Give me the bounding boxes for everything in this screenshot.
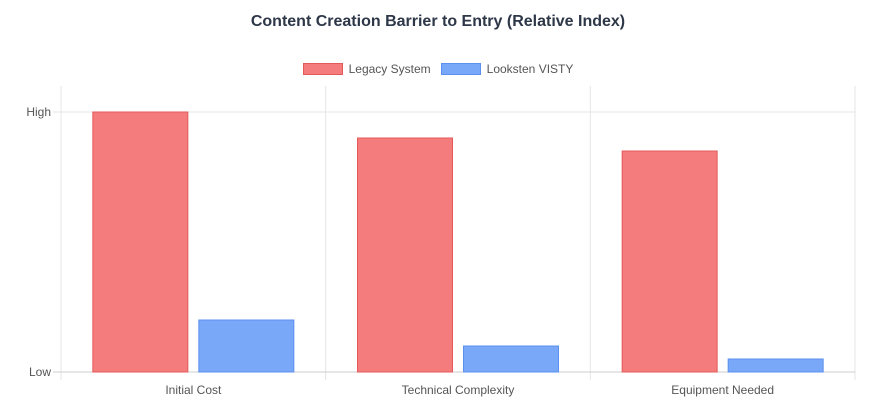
x-tick-label: Initial Cost [165,383,222,397]
bar-looksten-visty-initial-cost [198,319,295,373]
bar-legacy-system-technical-complexity [357,137,453,373]
legend-label-looksten-visty: Looksten VISTY [486,62,574,76]
legend-swatch-legacy-system [302,63,343,75]
bar-legacy-system-equipment-needed [621,150,718,373]
x-tick-label: Technical Complexity [402,383,515,397]
bar-looksten-visty-equipment-needed [727,358,824,373]
legend-item-legacy-system[interactable]: Legacy System [302,62,431,76]
x-tick-label: Equipment Needed [671,383,774,397]
legend-swatch-looksten-visty [440,63,481,75]
legend-label-legacy-system: Legacy System [348,62,431,76]
chart-legend: Legacy System Looksten VISTY [0,62,876,76]
y-tick-label: Low [29,365,51,379]
chart-title: Content Creation Barrier to Entry (Relat… [250,13,626,30]
y-tick-label: High [26,105,51,119]
bar-looksten-visty-technical-complexity [463,345,559,373]
bar-legacy-system-initial-cost [92,111,189,373]
legend-item-looksten-visty[interactable]: Looksten VISTY [440,62,574,76]
